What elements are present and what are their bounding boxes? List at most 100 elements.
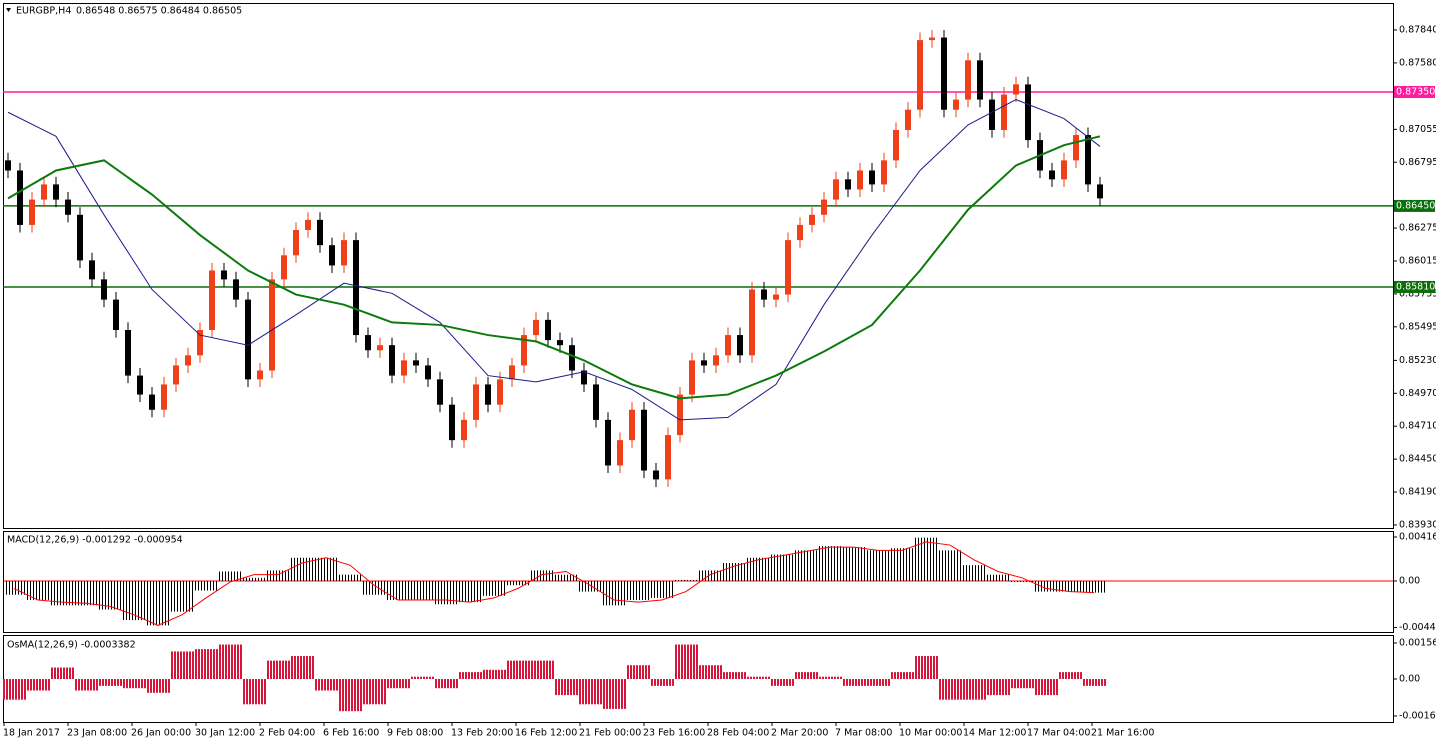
osma-bar xyxy=(123,679,146,689)
osma-bar xyxy=(891,672,914,680)
osma-bar xyxy=(675,644,698,680)
macd-bar xyxy=(963,565,986,581)
y-tick-label: 0.84190 xyxy=(1399,487,1436,498)
x-tick-label: 21 Feb 00:00 xyxy=(579,728,641,739)
candle-body xyxy=(749,289,755,356)
candle-body xyxy=(365,335,371,351)
menu-arrow xyxy=(6,8,11,12)
candle-body xyxy=(65,199,71,215)
osma-bar xyxy=(771,679,794,686)
y-tick-label: 0.84450 xyxy=(1399,454,1436,465)
macd-bar xyxy=(459,580,482,603)
osma-bar xyxy=(915,656,938,680)
macd-bar xyxy=(1059,580,1082,592)
candle-body xyxy=(293,229,299,256)
candle-body xyxy=(893,129,899,161)
macd-bar xyxy=(843,547,866,581)
x-tick-label: 2 Feb 04:00 xyxy=(259,728,315,739)
candle-body xyxy=(1097,184,1103,199)
candle-body xyxy=(353,240,359,336)
candle-body xyxy=(245,299,251,380)
candle-body xyxy=(725,335,731,356)
macd-bar xyxy=(171,580,194,612)
x-tick-label: 26 Jan 00:00 xyxy=(131,728,191,739)
osma-bar xyxy=(1083,679,1106,686)
osma-bar xyxy=(75,679,98,691)
y-tick-label: 0.001566 xyxy=(1399,638,1436,649)
candle-body xyxy=(161,384,167,410)
y-tick-label: 0.83930 xyxy=(1399,519,1436,530)
macd-bar xyxy=(363,580,386,595)
macd-bar xyxy=(315,557,338,581)
y-tick-label: 0.87055 xyxy=(1399,124,1436,135)
macd-bar xyxy=(795,550,818,581)
candle-body xyxy=(581,370,587,385)
candle-body xyxy=(881,160,887,185)
macd-bar xyxy=(75,580,98,606)
x-tick-label: 30 Jan 12:00 xyxy=(195,728,255,739)
candle-body xyxy=(317,219,323,246)
candle-body xyxy=(533,319,539,336)
candle-body xyxy=(617,440,623,466)
candle-body xyxy=(929,37,935,41)
indicator-plots xyxy=(3,537,1393,712)
osma-bar xyxy=(291,656,314,680)
y-tick-label: 0.85230 xyxy=(1399,355,1436,366)
osma-bar xyxy=(483,669,506,680)
macd-bar xyxy=(195,580,218,591)
candle-body xyxy=(677,394,683,436)
candle-body xyxy=(197,330,203,356)
level-label: 0.87350 xyxy=(1396,86,1435,97)
macd-bar xyxy=(555,574,578,581)
candle-body xyxy=(653,470,659,480)
y-tick-label: 0.87840 xyxy=(1399,24,1436,35)
macd-signal xyxy=(13,541,1095,626)
candle-body xyxy=(101,279,107,300)
macd-bar xyxy=(1011,580,1034,583)
osma-bar xyxy=(1035,679,1058,696)
x-tick-label: 7 Mar 08:00 xyxy=(835,728,892,739)
candle-body xyxy=(221,270,227,280)
macd-bar xyxy=(627,580,650,601)
candle-body xyxy=(149,394,155,410)
osma-bar xyxy=(51,667,74,680)
candle-body xyxy=(17,170,23,225)
candle-body xyxy=(773,294,779,300)
macd-bar xyxy=(603,580,626,606)
candle-body xyxy=(89,260,95,280)
candle-body xyxy=(209,270,215,331)
macd-bar xyxy=(867,550,890,581)
macd-bar xyxy=(123,580,146,621)
moving-average xyxy=(7,99,1101,421)
candle-body xyxy=(137,375,143,395)
macd-bar xyxy=(747,557,770,581)
candle-body xyxy=(701,360,707,366)
main-plot xyxy=(3,29,1393,487)
quote: 0.86548 0.86575 0.86484 0.86505 xyxy=(76,6,242,17)
candle-body xyxy=(713,355,719,366)
y-tick-label: 0.85495 xyxy=(1399,321,1436,332)
candle-body xyxy=(1025,84,1031,141)
osma-bar xyxy=(987,679,1010,696)
y-tick-label: 0.004163 xyxy=(1399,531,1436,542)
candle-body xyxy=(329,245,335,266)
candle-body xyxy=(917,40,923,110)
macd-bar xyxy=(651,580,674,598)
candle-body xyxy=(233,279,239,300)
y-tick-label: 0.00 xyxy=(1399,674,1420,685)
candle-body xyxy=(641,409,647,471)
osma-bar xyxy=(363,679,386,705)
macd-bar xyxy=(1035,580,1058,592)
candle-body xyxy=(377,345,383,351)
macd-bar xyxy=(1083,580,1106,593)
osma-bar xyxy=(723,672,746,680)
macd-bar xyxy=(483,580,506,596)
candle-body xyxy=(941,37,947,110)
macd-bar xyxy=(243,577,266,581)
candle-body xyxy=(593,384,599,420)
macd-bar xyxy=(987,574,1010,581)
candle-body xyxy=(389,345,395,376)
candle-body xyxy=(53,184,59,200)
macd-bar xyxy=(387,580,410,601)
